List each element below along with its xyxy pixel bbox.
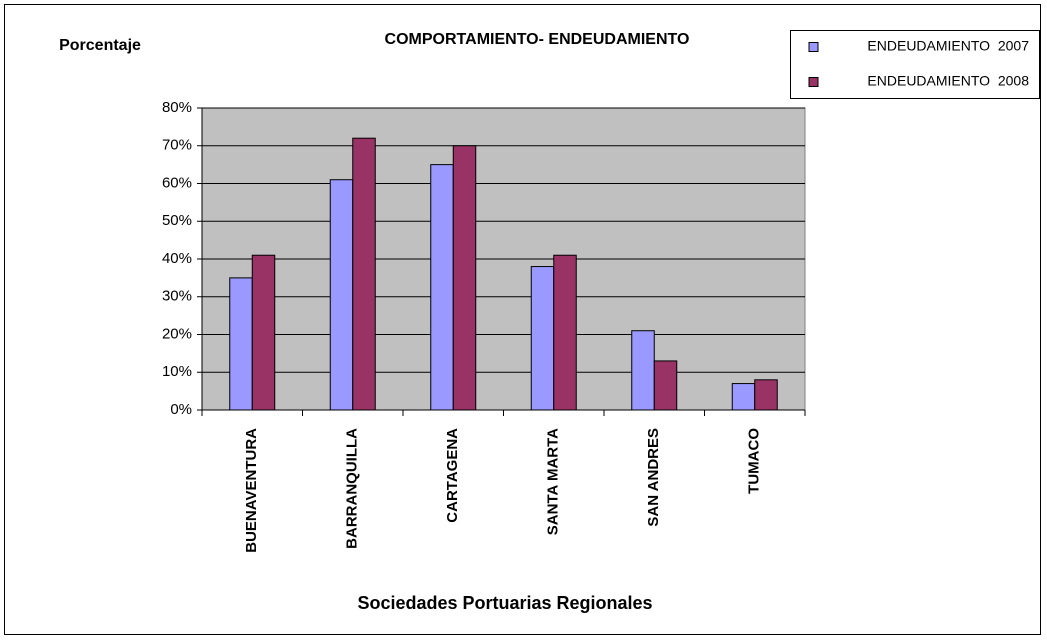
x-tick-label: SANTA MARTA bbox=[545, 428, 562, 535]
y-tick-label: 0% bbox=[170, 401, 192, 418]
chart-title: COMPORTAMIENTO- ENDEUDAMIENTO bbox=[385, 31, 690, 48]
y-tick-label: 70% bbox=[162, 137, 192, 154]
bar bbox=[329, 179, 354, 411]
bar bbox=[653, 360, 678, 411]
bar bbox=[754, 379, 778, 411]
legend-label: ENDEUDAMIENTO 2008 bbox=[867, 73, 1029, 89]
bar bbox=[731, 383, 756, 411]
bar bbox=[530, 266, 555, 411]
x-tick-label: TUMACO bbox=[746, 428, 763, 494]
bar bbox=[229, 277, 253, 411]
x-tick-label: BUENAVENTURA bbox=[243, 428, 260, 553]
y-tick-label: 80% bbox=[162, 99, 192, 116]
y-tick-label: 10% bbox=[162, 363, 192, 380]
x-tick-label: CARTAGENA bbox=[444, 428, 461, 523]
y-tick-label: 20% bbox=[162, 325, 192, 342]
bar bbox=[452, 145, 477, 411]
bar bbox=[430, 164, 454, 411]
legend-swatch bbox=[808, 42, 819, 52]
y-tick-label: 50% bbox=[162, 212, 192, 229]
x-tick-label: SAN ANDRES bbox=[645, 428, 662, 527]
legend-swatch bbox=[808, 77, 819, 87]
y-axis-label: Porcentaje bbox=[59, 37, 141, 54]
bar bbox=[631, 330, 655, 411]
y-tick-label: 40% bbox=[162, 250, 192, 267]
legend-label: ENDEUDAMIENTO 2007 bbox=[867, 38, 1029, 54]
bar bbox=[553, 254, 577, 411]
x-tick-label: BARRANQUILLA bbox=[344, 428, 361, 549]
bar bbox=[352, 137, 376, 411]
x-axis-label: Sociedades Portuarias Regionales bbox=[357, 593, 652, 613]
y-tick-label: 60% bbox=[162, 174, 192, 191]
y-tick-label: 30% bbox=[162, 288, 192, 305]
bar bbox=[251, 254, 276, 411]
legend bbox=[790, 30, 1040, 99]
